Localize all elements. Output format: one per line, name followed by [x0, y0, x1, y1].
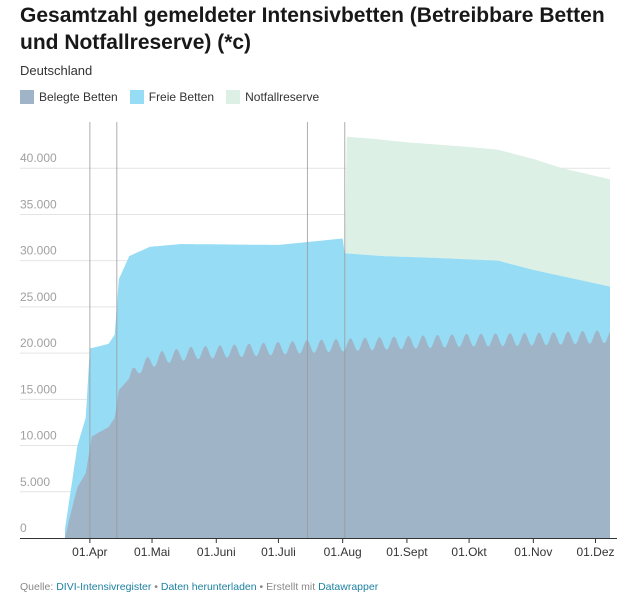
x-tick-label: 01.Okt: [451, 545, 487, 559]
y-tick-label: 30.000: [20, 244, 57, 258]
datawrapper-link[interactable]: Datawrapper: [318, 581, 379, 593]
chart-footer: Quelle: DIVI-Intensivregister • Daten he…: [20, 581, 378, 593]
x-tick-label: 01.Sept: [386, 545, 428, 559]
footer-source-prefix: Quelle:: [20, 581, 54, 593]
source-link[interactable]: DIVI-Intensivregister: [56, 581, 152, 593]
legend-swatch-freie: [129, 90, 144, 104]
legend-swatch-belegte: [20, 90, 34, 104]
legend-label-notfall: Notfallreserve: [245, 90, 320, 104]
y-tick-label: 40.000: [20, 151, 57, 165]
legend-label-belegte: Belegte Betten: [39, 90, 118, 104]
chart-title: Gesamtzahl gemeldeter Intensivbetten (Be…: [20, 4, 605, 54]
legend-item-freie: Freie Betten: [129, 90, 215, 104]
legend-swatch-notfall: [226, 90, 241, 104]
area-belegte-betten: [65, 330, 610, 538]
y-tick-label: 20.000: [20, 336, 57, 350]
footer-separator: •: [259, 581, 264, 593]
x-tick-label: 01.Nov: [514, 545, 552, 559]
footer-separator: •: [154, 581, 158, 593]
legend: Belegte Betten Freie Betten Notfallreser…: [20, 90, 319, 104]
y-tick-label: 35.000: [20, 197, 57, 211]
x-tick-label: 01.Aug: [324, 545, 362, 559]
y-tick-label: 25.000: [20, 290, 57, 304]
legend-label-freie: Freie Betten: [148, 90, 215, 104]
y-tick-label: 15.000: [20, 382, 57, 396]
legend-item-notfall: Notfallreserve: [226, 90, 319, 104]
download-data-link[interactable]: Daten herunterladen: [160, 581, 257, 593]
chart-subtitle: Deutschland: [20, 63, 93, 78]
x-tick-label: 01.Dez: [576, 545, 614, 559]
legend-item-belegte: Belegte Betten: [20, 90, 118, 104]
area-notfallreserve: [344, 136, 610, 287]
x-tick-label: 01.Juni: [197, 545, 236, 559]
x-tick-label: 01.Juli: [261, 545, 296, 559]
y-tick-label: 0: [20, 521, 27, 535]
x-tick-label: 01.Apr: [72, 545, 107, 559]
y-tick-label: 5.000: [20, 475, 50, 489]
footer-made-with: Erstellt mit: [266, 581, 316, 593]
y-tick-label: 10.000: [20, 429, 57, 443]
x-tick-label: 01.Mai: [134, 545, 170, 559]
